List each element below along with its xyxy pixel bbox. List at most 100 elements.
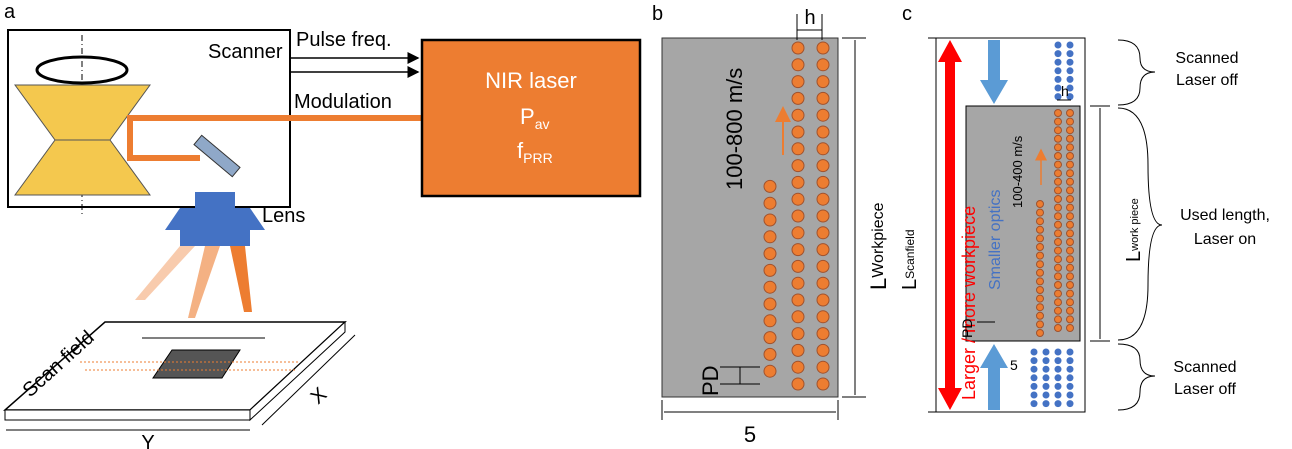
spot — [1055, 366, 1062, 373]
hatch-label: h — [804, 7, 815, 29]
spot — [1067, 349, 1074, 356]
width-label: 5 — [744, 422, 756, 447]
spot — [817, 378, 829, 390]
beam-cone — [188, 246, 220, 318]
pd-label: PD — [698, 365, 723, 396]
spot — [1037, 201, 1044, 208]
brace — [1118, 344, 1155, 410]
spot — [1055, 307, 1062, 314]
beam — [130, 118, 422, 158]
spot — [1067, 307, 1074, 314]
spot — [1037, 295, 1044, 302]
spot — [792, 109, 804, 121]
spot — [1067, 357, 1074, 364]
spot — [792, 42, 804, 54]
spot — [1031, 383, 1038, 390]
spot — [792, 176, 804, 188]
spot — [764, 365, 776, 377]
spot — [1067, 221, 1074, 228]
spot — [1067, 392, 1074, 399]
lens — [165, 192, 265, 230]
spot — [1055, 247, 1062, 254]
spot — [1055, 178, 1062, 185]
spot — [1067, 383, 1074, 390]
panel-label: c — [902, 3, 912, 25]
spot — [1055, 161, 1062, 168]
spot — [1031, 349, 1038, 356]
spot — [1055, 204, 1062, 211]
beam-cone — [230, 246, 252, 312]
spot — [764, 281, 776, 293]
spot — [1055, 299, 1062, 306]
brace — [1118, 40, 1155, 105]
spot — [1055, 349, 1062, 356]
spot — [792, 260, 804, 272]
spot — [1055, 357, 1062, 364]
workpiece — [662, 38, 838, 397]
spot — [1067, 325, 1074, 332]
spot — [1067, 247, 1074, 254]
speed-label: 100-400 m/s — [1010, 135, 1025, 208]
spot — [1067, 400, 1074, 407]
panel-b: b h 100-800 m/s PD LWorkpiece 5 — [652, 3, 891, 447]
spot — [792, 210, 804, 222]
spot — [1067, 127, 1074, 134]
spot — [1043, 366, 1050, 373]
galvo-mirror — [194, 135, 240, 176]
spot — [1067, 290, 1074, 297]
spot — [817, 42, 829, 54]
spot — [1067, 196, 1074, 203]
spot — [817, 193, 829, 205]
spot — [1067, 273, 1074, 280]
spot — [817, 126, 829, 138]
spot — [1043, 383, 1050, 390]
spot — [764, 264, 776, 276]
spot — [817, 59, 829, 71]
spot — [1055, 374, 1062, 381]
spot — [1055, 135, 1062, 142]
spot — [1067, 67, 1074, 74]
spot — [792, 92, 804, 104]
spot — [1043, 357, 1050, 364]
work-sub: work piece — [1129, 198, 1141, 252]
spot — [1055, 110, 1062, 117]
spot — [1055, 383, 1062, 390]
spot — [792, 294, 804, 306]
spot — [1067, 204, 1074, 211]
l: L — [1123, 251, 1145, 262]
work-label: Lwork piece — [1123, 198, 1145, 262]
spot — [1037, 235, 1044, 242]
spot — [817, 176, 829, 188]
spot — [1055, 316, 1062, 323]
spot — [1055, 67, 1062, 74]
spot — [1037, 321, 1044, 328]
spot — [792, 193, 804, 205]
spot — [1055, 213, 1062, 220]
spot — [1031, 366, 1038, 373]
spot — [1055, 153, 1062, 160]
note: Scanned — [1173, 359, 1236, 376]
spot — [1055, 400, 1062, 407]
spot — [1067, 42, 1074, 49]
note: Laser on — [1194, 231, 1256, 248]
spot — [764, 214, 776, 226]
spot — [764, 348, 776, 360]
spot — [1037, 304, 1044, 311]
note: Used length, — [1180, 207, 1270, 224]
freq-sub: PRR — [523, 150, 553, 166]
length-sub: Workpiece — [870, 202, 887, 277]
spot — [1055, 273, 1062, 280]
pd-label: PD — [959, 319, 975, 338]
note: Laser off — [1176, 72, 1239, 89]
axis-x-label: X — [307, 383, 332, 408]
spot — [1067, 282, 1074, 289]
modulation-label: Modulation — [294, 91, 392, 113]
spot — [817, 227, 829, 239]
spot — [817, 294, 829, 306]
spot — [1043, 400, 1050, 407]
spot — [1055, 256, 1062, 263]
smaller-label: Smaller optics — [987, 190, 1004, 290]
length: L — [866, 278, 891, 290]
spot — [1037, 278, 1044, 285]
spot — [1037, 312, 1044, 319]
